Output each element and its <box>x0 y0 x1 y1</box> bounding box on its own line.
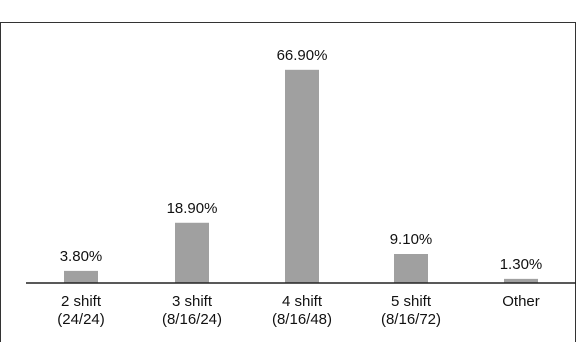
category-label-3-line-1: (8/16/72) <box>381 311 441 328</box>
bar-2 <box>285 69 319 283</box>
bar-value-label-1: 18.90% <box>167 200 218 217</box>
category-label-0-line-1: (24/24) <box>57 311 105 328</box>
category-label-2-line-1: (8/16/48) <box>272 311 332 328</box>
bars-group <box>64 69 538 283</box>
category-label-4-line-0: Other <box>502 293 540 310</box>
category-label-3-line-0: 5 shift <box>391 293 432 310</box>
bar-1 <box>175 222 209 283</box>
category-label-1-line-0: 3 shift <box>172 293 213 310</box>
bar-3 <box>394 254 428 283</box>
bar-value-label-2: 66.90% <box>277 47 328 64</box>
bar-0 <box>64 270 98 283</box>
category-label-2-line-0: 4 shift <box>282 293 323 310</box>
category-labels-group: 2 shift(24/24)3 shift(8/16/24)4 shift(8/… <box>57 293 540 328</box>
bar-value-label-0: 3.80% <box>60 248 103 265</box>
category-label-0-line-0: 2 shift <box>61 293 102 310</box>
chart-frame <box>0 22 576 342</box>
bar-4 <box>504 278 538 283</box>
bar-value-label-3: 9.10% <box>390 231 433 248</box>
value-labels-group: 3.80% 18.90% 66.90% 9.10% 1.30% <box>60 47 543 273</box>
bar-value-label-4: 1.30% <box>500 256 543 273</box>
category-label-1-line-1: (8/16/24) <box>162 311 222 328</box>
